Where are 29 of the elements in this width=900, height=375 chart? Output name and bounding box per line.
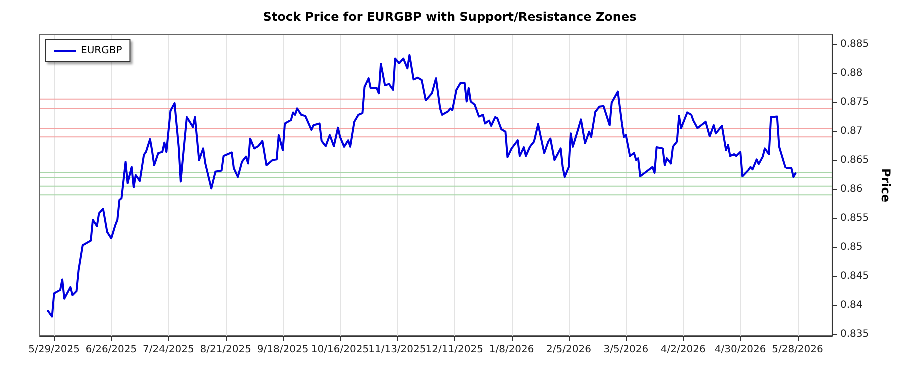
y-tick-label: 0.84 [840, 300, 863, 311]
x-tick-label: 12/11/2025 [426, 344, 484, 356]
x-tick-label: 4/2/2026 [660, 344, 706, 356]
x-tick-label: 4/30/2026 [714, 344, 766, 356]
x-tick-label: 10/16/2025 [311, 344, 370, 356]
x-tick-label: 1/8/2026 [489, 344, 534, 356]
y-tick-label: 0.88 [840, 68, 863, 79]
y-tick-label: 0.87 [840, 126, 863, 137]
x-tick-label: 11/13/2025 [368, 344, 426, 356]
x-tick-label: 8/21/2025 [200, 344, 252, 356]
chart-title: Stock Price for EURGBP with Support/Resistance Zones [263, 10, 637, 24]
y-tick-label: 0.845 [840, 270, 870, 282]
line-series [47, 54, 797, 318]
x-tick-label: 6/26/2025 [86, 344, 138, 356]
y-axis-title: Price [879, 168, 893, 203]
y-tick-label: 0.865 [840, 154, 870, 166]
y-tick-label: 0.885 [840, 38, 870, 50]
x-tick-label: 5/29/2025 [28, 344, 80, 356]
y-tick-label: 0.86 [840, 184, 863, 195]
legend-label: EURGBP [81, 46, 122, 56]
x-tick-label: 9/18/2025 [257, 344, 309, 356]
x-tick-label: 3/5/2026 [604, 344, 649, 356]
x-tick-label: 5/28/2026 [772, 344, 824, 356]
y-tick-label: 0.875 [840, 96, 870, 108]
x-tick-label: 7/24/2025 [143, 344, 194, 356]
y-tick-label: 0.855 [840, 212, 870, 224]
y-tick-label: 0.835 [840, 328, 870, 340]
y-tick-label: 0.85 [840, 242, 863, 253]
x-tick-label: 2/5/2026 [546, 344, 592, 356]
